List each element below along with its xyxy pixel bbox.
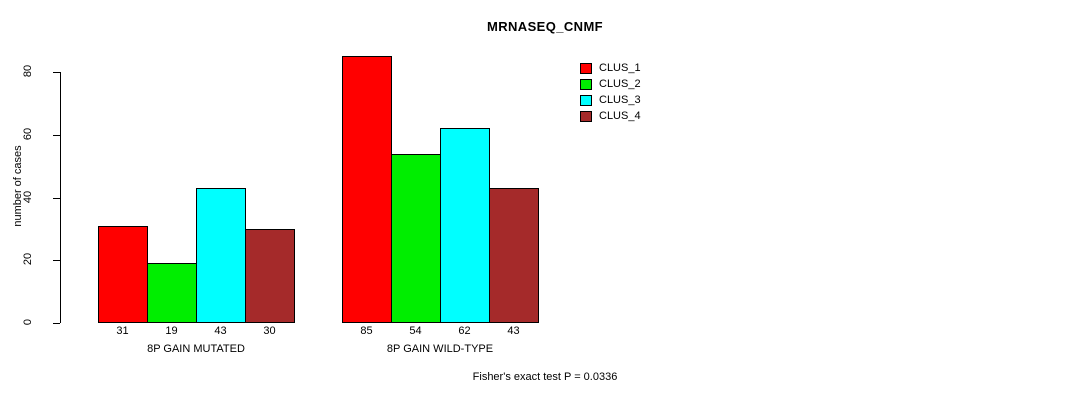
y-tick-mark [53, 134, 60, 136]
bar-value-label: 43 [507, 325, 520, 337]
y-tick-mark [53, 323, 60, 324]
y-tick-mark [53, 260, 60, 262]
bar [391, 153, 441, 323]
bar [440, 128, 490, 323]
bar [98, 225, 148, 323]
x-axis-group-label: 8P GAIN MUTATED [147, 343, 245, 355]
footer-annotation: Fisher's exact test P = 0.0336 [0, 371, 1090, 383]
legend-swatch-icon [580, 110, 592, 122]
bar-value-label: 43 [214, 325, 227, 337]
legend-label: CLUS_2 [599, 77, 641, 90]
legend-label: CLUS_4 [599, 109, 641, 122]
bar [147, 263, 197, 323]
legend-label: CLUS_1 [599, 61, 641, 74]
bar [489, 188, 539, 323]
bar [196, 188, 246, 323]
bar-value-label: 31 [116, 325, 129, 337]
y-axis-line [60, 72, 61, 323]
legend-swatch-icon [580, 78, 592, 90]
bar-value-label: 19 [165, 325, 178, 337]
bar [245, 228, 295, 323]
legend-item: CLUS_3 [580, 92, 641, 108]
legend-label: CLUS_3 [599, 93, 641, 106]
chart-legend: CLUS_1 CLUS_2 CLUS_3 CLUS_4 [580, 60, 641, 124]
bar-value-label: 85 [360, 325, 373, 337]
y-tick-mark [53, 197, 60, 199]
bar-value-label: 62 [458, 325, 471, 337]
chart-title: MRNASEQ_CNMF [486, 19, 604, 34]
legend-item: CLUS_2 [580, 76, 641, 92]
legend-swatch-icon [580, 94, 592, 106]
bar-value-label: 30 [263, 325, 276, 337]
x-axis-group-label: 8P GAIN WILD-TYPE [386, 343, 494, 355]
fisher-test-text: Fisher's exact test P = 0.0336 [472, 371, 618, 383]
y-tick-mark [53, 72, 60, 73]
legend-item: CLUS_4 [580, 108, 641, 124]
legend-swatch-icon [580, 62, 592, 74]
legend-item: CLUS_1 [580, 60, 641, 76]
bar [342, 56, 392, 323]
bar-value-label: 54 [409, 325, 422, 337]
